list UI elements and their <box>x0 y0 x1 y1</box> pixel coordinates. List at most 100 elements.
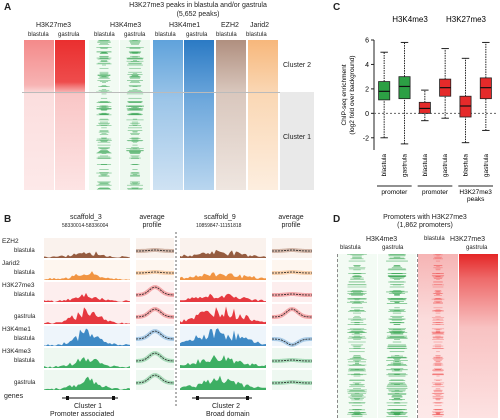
b-track-label: EZH2 <box>2 238 19 245</box>
a-ezh2-header: EZH2 <box>221 22 239 29</box>
b-left-avg-label: average profile <box>139 214 165 229</box>
c-box <box>418 101 431 114</box>
cluster1-bg <box>280 92 314 190</box>
b-signal-peak <box>180 272 266 280</box>
c-x-label: blastula <box>422 154 429 177</box>
b-track-label: H3K4me1 <box>2 326 31 333</box>
b-avg-line <box>135 308 175 318</box>
b-cluster2-name: Cluster 2 <box>212 403 241 410</box>
b-track-stage: gastrula <box>14 314 36 320</box>
b-right-avg-label: average profile <box>278 214 304 229</box>
d-streaks <box>347 254 445 418</box>
b-avg-bg <box>136 238 174 258</box>
b-avg-bg <box>136 304 174 324</box>
b-right-locus-coords: 10859847-11151818 <box>196 223 242 229</box>
panel-a-title: H3K27me3 peaks in blastula and/or gastru… <box>129 2 267 9</box>
cluster-separator <box>22 92 280 93</box>
b-track-label: H3K4me3 <box>2 348 31 355</box>
b-signal-peak <box>180 293 266 302</box>
panel-a-letter: A <box>4 2 12 13</box>
b-track-stage: blastula <box>14 336 35 342</box>
b-track-stage: blastula <box>14 270 35 276</box>
a-k27-header: H3K27me3 <box>36 22 72 29</box>
b-signal-peak <box>44 307 130 324</box>
heatmap-a-jarid2 <box>248 40 278 190</box>
c-x-label: blastula <box>463 154 470 177</box>
b-track-bg <box>180 260 266 280</box>
a-jarid2-blastula: blastula <box>246 32 267 38</box>
b-signal-peak <box>180 354 266 368</box>
c-group-label: peaks <box>467 196 485 203</box>
b-signal-peak <box>180 375 266 390</box>
d-divider-1 <box>337 254 338 418</box>
b-track-bg <box>44 282 130 302</box>
d-divider-2 <box>417 254 418 418</box>
d-k27-blastula: blastula <box>424 236 445 242</box>
c-group-label: promoter <box>422 189 449 196</box>
panel-d-title: Promoters with H3K27me3 <box>383 214 467 221</box>
b-avg-bg <box>272 304 312 324</box>
c-x-label: gastrula <box>483 154 490 178</box>
b-avg-line <box>135 286 175 296</box>
cluster2-label: Cluster 2 <box>283 62 312 69</box>
b-avg-line <box>135 271 175 274</box>
b-track-bg <box>44 348 130 368</box>
b-left-locus-name: scaffold_3 <box>70 214 102 221</box>
a-k4me3-gastrula: gastrula <box>124 32 146 38</box>
d-k27-header: H3K27me3 <box>450 236 486 243</box>
heatmap-a-k27-gastrula <box>55 40 85 190</box>
c-x-label: blastula <box>381 154 388 177</box>
c-box <box>398 76 411 100</box>
b-avg-line <box>271 308 313 318</box>
cluster1-label: Cluster 1 <box>283 134 312 141</box>
heatmap-a-k27-blastula <box>24 40 54 190</box>
b-avg-line <box>271 293 313 296</box>
panel-b-tracks: EZH2 blastula Jarid2 blastula H3K27me3 blastu… <box>2 232 313 408</box>
panel-a-subtitle: (5,652 peaks) <box>176 11 220 18</box>
b-avg-line <box>271 271 313 274</box>
b-avg-line <box>271 359 313 362</box>
a-k4me1-header: H3K4me1 <box>169 22 201 29</box>
panel-c-letter: C <box>333 2 341 13</box>
gene-exon <box>66 396 69 400</box>
gene-exon <box>112 396 115 400</box>
a-k4me3-header: H3K4me3 <box>110 22 142 29</box>
c-box <box>378 81 391 101</box>
b-avg-line <box>135 249 175 252</box>
b-signal-peak <box>44 292 130 302</box>
heatmap-a-k4me1-gastrula <box>184 40 214 190</box>
a-k4me1-gastrula: gastrula <box>186 32 208 38</box>
c-box <box>479 77 492 100</box>
b-cluster1-desc: Promoter associated <box>50 411 115 418</box>
a-k27-blastula: blastula <box>28 32 49 38</box>
b-genes-label: genes <box>4 393 24 400</box>
c-y-label: (log2 fold over background) <box>349 55 356 134</box>
a-jarid2-header: Jarid2 <box>250 22 270 29</box>
b-signal-peak <box>180 328 266 346</box>
b-track-stage: gastrula <box>14 380 36 386</box>
c-y-label: ChIP-seq enrichment <box>341 64 348 125</box>
b-avg-line <box>135 374 175 384</box>
b-track-bg <box>44 238 130 258</box>
b-signal-peak <box>44 357 130 368</box>
d-k4me3-gastrula: gastrula <box>382 245 404 251</box>
b-avg-bg <box>136 282 174 302</box>
heatmap-a-ezh2 <box>216 40 246 190</box>
c-group-label: H3K27me3 <box>459 189 492 196</box>
c-y-tick-label: 2 <box>365 86 369 93</box>
b-left-locus-coords: 58330014-58336004 <box>62 223 109 229</box>
b-avg-line <box>271 338 313 346</box>
b-avg-line <box>135 330 175 340</box>
a-k27-gastrula: gastrula <box>58 32 80 38</box>
b-avg-bg <box>272 370 312 390</box>
b-signal-peak <box>44 251 130 258</box>
panel-b-letter: B <box>4 214 12 225</box>
c-group-h3k4me3: H3K4me3 <box>392 15 428 24</box>
b-avg-bg <box>272 238 312 258</box>
b-avg-bg <box>136 326 174 346</box>
b-track-stage: blastula <box>14 292 35 298</box>
b-track-bg <box>180 282 266 302</box>
b-avg-bg <box>272 282 312 302</box>
b-avg-bg <box>272 326 312 346</box>
b-avg-line <box>271 381 313 384</box>
